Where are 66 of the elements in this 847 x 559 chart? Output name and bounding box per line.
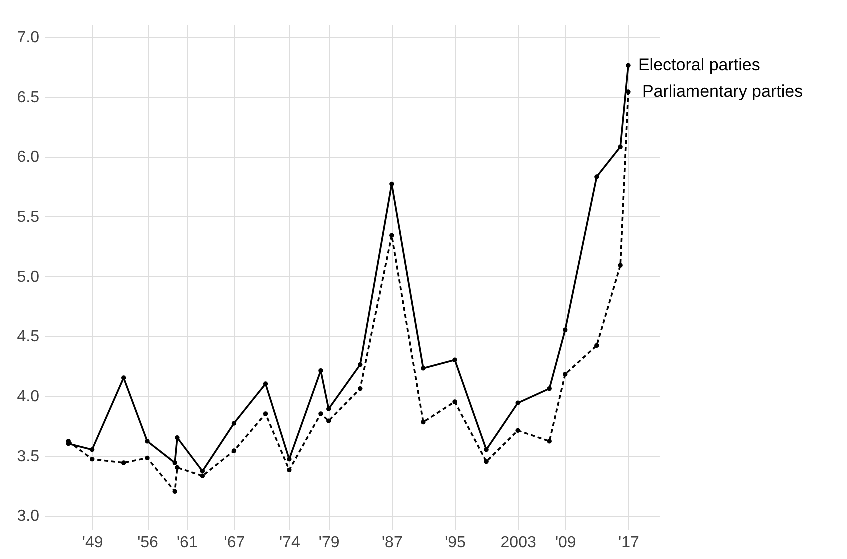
point <box>594 174 600 180</box>
x-tick-label: '09 <box>555 534 576 552</box>
point <box>287 468 292 473</box>
x-tick-label: '67 <box>224 534 246 552</box>
point <box>175 436 180 440</box>
point <box>618 263 623 268</box>
series-label: Electoral parties <box>638 56 760 75</box>
point <box>200 469 206 474</box>
point <box>421 366 426 371</box>
x-tick-label: '17 <box>618 534 640 552</box>
point <box>122 376 126 380</box>
point <box>516 400 520 406</box>
point <box>326 406 332 412</box>
x-tick-label: '95 <box>445 534 466 552</box>
point <box>484 447 489 452</box>
point <box>326 418 332 424</box>
point <box>172 489 178 494</box>
y-tick-label: 4.0 <box>17 388 40 406</box>
point <box>318 368 324 374</box>
y-tick-label: 3.5 <box>17 448 40 466</box>
point <box>90 447 95 452</box>
x-tick-label: '61 <box>176 534 198 552</box>
point <box>563 372 568 377</box>
x-tick-label: '56 <box>138 534 159 552</box>
point <box>618 144 623 150</box>
x-tick-label: '87 <box>382 534 403 552</box>
x-tick-label: 2003 <box>500 534 536 552</box>
x-tick-label: '49 <box>82 534 104 552</box>
point <box>594 343 600 348</box>
y-tick-label: 5.5 <box>17 208 40 226</box>
point <box>626 90 631 94</box>
series-label: Parliamentary parties <box>642 82 804 102</box>
point <box>390 233 394 238</box>
point <box>90 457 95 462</box>
y-tick-label: 3.0 <box>17 508 40 526</box>
x-tick-label: '79 <box>318 534 340 552</box>
point <box>172 460 178 466</box>
y-tick-label: 7.0 <box>17 29 40 46</box>
y-tick-label: 6.5 <box>17 89 40 106</box>
y-tick-label: 5.0 <box>17 268 40 286</box>
point <box>175 465 180 470</box>
point <box>122 460 126 466</box>
point <box>390 182 394 186</box>
x-tick-label: '74 <box>279 534 300 552</box>
point <box>263 382 268 386</box>
point <box>200 474 206 478</box>
y-tick-label: 4.5 <box>17 328 40 346</box>
point <box>263 412 268 416</box>
point <box>145 456 150 461</box>
point <box>563 328 568 332</box>
point <box>452 400 458 404</box>
point <box>626 63 631 68</box>
point <box>547 439 552 444</box>
point <box>318 412 324 416</box>
point <box>232 421 237 426</box>
point <box>484 459 489 464</box>
point <box>421 420 426 425</box>
point <box>287 457 292 462</box>
point <box>516 428 520 434</box>
point <box>145 439 150 444</box>
point <box>547 386 552 392</box>
point <box>358 362 363 368</box>
y-tick-label: 6.0 <box>17 149 40 166</box>
point <box>358 386 363 392</box>
point <box>232 448 237 454</box>
point <box>452 358 458 362</box>
